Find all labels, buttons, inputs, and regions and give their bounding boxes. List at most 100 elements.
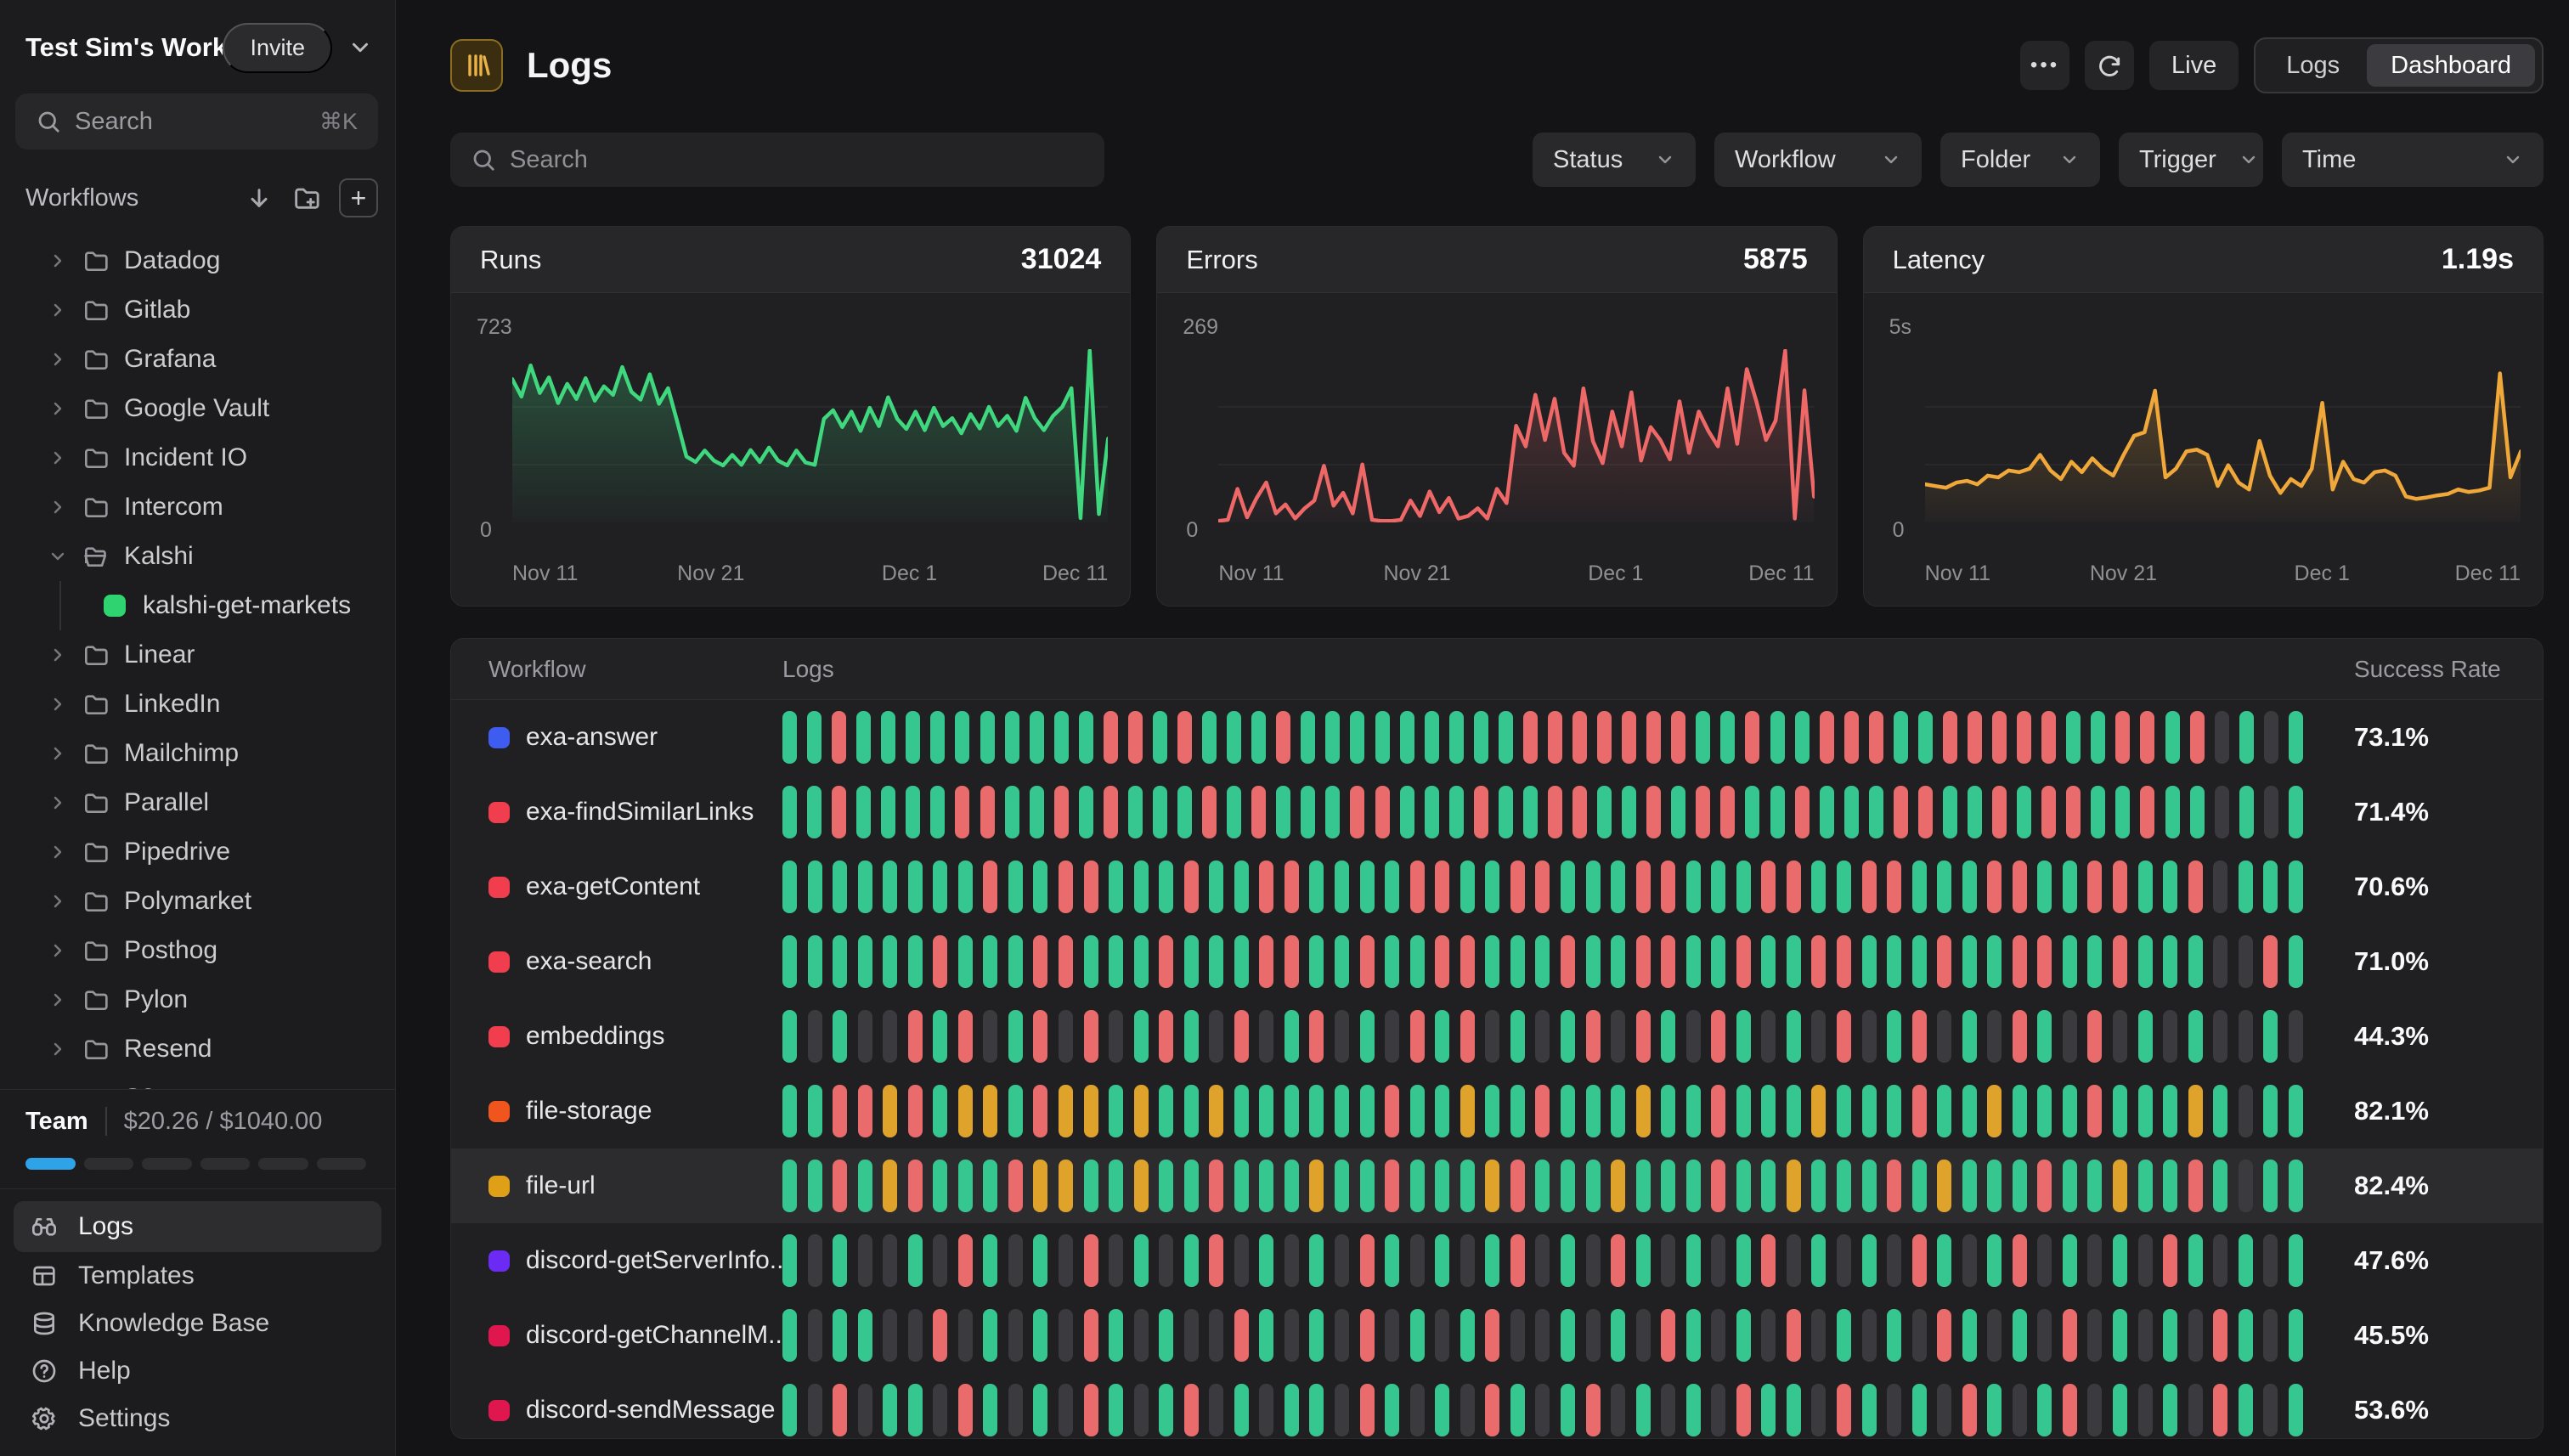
log-bar[interactable]	[2238, 1309, 2253, 1362]
log-bar[interactable]	[1325, 711, 1341, 764]
log-bar[interactable]	[1008, 1085, 1023, 1137]
log-bar[interactable]	[1008, 1384, 1023, 1436]
log-bar[interactable]	[2037, 1234, 2052, 1287]
log-bar[interactable]	[1711, 1085, 1726, 1137]
log-bar[interactable]	[807, 711, 822, 764]
log-bar[interactable]	[933, 1010, 948, 1063]
log-bar[interactable]	[1811, 1384, 1827, 1436]
log-bar[interactable]	[1968, 786, 1982, 838]
filter-folder[interactable]: Folder	[1940, 133, 2100, 187]
log-bar[interactable]	[2263, 935, 2278, 988]
log-bar[interactable]	[1761, 1010, 1776, 1063]
log-bar[interactable]	[2238, 861, 2253, 913]
table-row[interactable]: exa-search 71.0%	[451, 924, 2543, 999]
sidebar-item-kalshi[interactable]: Kalshi	[0, 532, 387, 581]
log-bar[interactable]	[983, 1309, 998, 1362]
log-bar[interactable]	[1942, 711, 1957, 764]
log-bar[interactable]	[807, 1384, 822, 1436]
log-bar[interactable]	[1560, 1010, 1575, 1063]
log-bar[interactable]	[2087, 1010, 2103, 1063]
log-bar[interactable]	[2163, 1234, 2178, 1287]
log-bar[interactable]	[2112, 861, 2127, 913]
log-bar[interactable]	[1937, 1085, 1952, 1137]
log-bar[interactable]	[1473, 711, 1488, 764]
log-bar[interactable]	[1811, 1160, 1827, 1212]
sidebar-item-s3[interactable]: S3	[0, 1074, 387, 1089]
log-bar[interactable]	[1029, 786, 1044, 838]
log-bar[interactable]	[2163, 1085, 2178, 1137]
log-bar[interactable]	[1535, 1085, 1550, 1137]
log-bar[interactable]	[1597, 786, 1612, 838]
log-bar[interactable]	[1109, 1234, 1124, 1287]
log-bar[interactable]	[1887, 1160, 1902, 1212]
log-bar[interactable]	[2188, 861, 2203, 913]
log-bar[interactable]	[1962, 1384, 1977, 1436]
log-bar[interactable]	[1611, 1309, 1626, 1362]
log-bar[interactable]	[2263, 1160, 2278, 1212]
log-bar[interactable]	[1485, 1234, 1500, 1287]
log-bar[interactable]	[807, 935, 822, 988]
log-bar[interactable]	[1183, 935, 1199, 988]
log-bar[interactable]	[1819, 711, 1834, 764]
log-bar[interactable]	[2137, 1234, 2153, 1287]
log-bar[interactable]	[1259, 1234, 1274, 1287]
log-bar[interactable]	[1535, 1160, 1550, 1212]
log-bar[interactable]	[2112, 1010, 2127, 1063]
log-bar[interactable]	[2213, 1234, 2228, 1287]
log-bar[interactable]	[1836, 1085, 1851, 1137]
log-bar[interactable]	[1485, 1160, 1500, 1212]
log-bar[interactable]	[1836, 1234, 1851, 1287]
log-bar[interactable]	[1911, 935, 1927, 988]
log-bar[interactable]	[1183, 1234, 1199, 1287]
log-bar[interactable]	[1359, 1384, 1375, 1436]
logs-search-input[interactable]: Search	[450, 133, 1104, 187]
log-bar[interactable]	[2012, 1085, 2027, 1137]
log-bar[interactable]	[1761, 1234, 1776, 1287]
log-bar[interactable]	[782, 861, 797, 913]
log-bar[interactable]	[1498, 786, 1513, 838]
log-bar[interactable]	[2238, 935, 2253, 988]
log-bar[interactable]	[1309, 1160, 1324, 1212]
log-bar[interactable]	[1309, 1085, 1324, 1137]
log-bar[interactable]	[1234, 1010, 1249, 1063]
log-bar[interactable]	[1811, 935, 1827, 988]
log-bar[interactable]	[857, 1010, 872, 1063]
log-bar[interactable]	[1335, 1010, 1350, 1063]
log-bar[interactable]	[2263, 861, 2278, 913]
log-bar[interactable]	[1033, 1309, 1048, 1362]
log-bar[interactable]	[1887, 1309, 1902, 1362]
log-bar[interactable]	[1109, 935, 1124, 988]
nav-item-templates[interactable]: Templates	[14, 1252, 381, 1300]
log-bar[interactable]	[807, 1234, 822, 1287]
log-bar[interactable]	[1745, 786, 1760, 838]
log-bar[interactable]	[2012, 1309, 2027, 1362]
log-bar[interactable]	[1510, 935, 1525, 988]
table-row[interactable]: discord-sendMessage 53.6%	[451, 1373, 2543, 1438]
log-bar[interactable]	[1359, 1160, 1375, 1212]
log-bar[interactable]	[2087, 1160, 2103, 1212]
log-bar[interactable]	[1309, 1010, 1324, 1063]
log-bar[interactable]	[1635, 1234, 1651, 1287]
log-bar[interactable]	[2213, 1384, 2228, 1436]
sidebar-item-grafana[interactable]: Grafana	[0, 335, 387, 384]
log-bar[interactable]	[2213, 1085, 2228, 1137]
log-bar[interactable]	[782, 1384, 797, 1436]
log-bar[interactable]	[1911, 1309, 1927, 1362]
log-bar[interactable]	[1843, 786, 1859, 838]
log-bar[interactable]	[2012, 1384, 2027, 1436]
log-bar[interactable]	[1083, 1160, 1098, 1212]
log-bar[interactable]	[1309, 1309, 1324, 1362]
log-bar[interactable]	[1350, 786, 1365, 838]
log-bar[interactable]	[907, 1309, 923, 1362]
log-bar[interactable]	[1033, 935, 1048, 988]
log-bar[interactable]	[1259, 1309, 1274, 1362]
log-bar[interactable]	[2137, 1309, 2153, 1362]
log-bar[interactable]	[1409, 935, 1425, 988]
log-bar[interactable]	[1962, 1010, 1977, 1063]
log-bar[interactable]	[1409, 861, 1425, 913]
log-bar[interactable]	[1711, 1384, 1726, 1436]
log-bar[interactable]	[881, 786, 896, 838]
log-bar[interactable]	[1183, 1010, 1199, 1063]
log-bar[interactable]	[807, 1160, 822, 1212]
log-bar[interactable]	[1385, 935, 1400, 988]
